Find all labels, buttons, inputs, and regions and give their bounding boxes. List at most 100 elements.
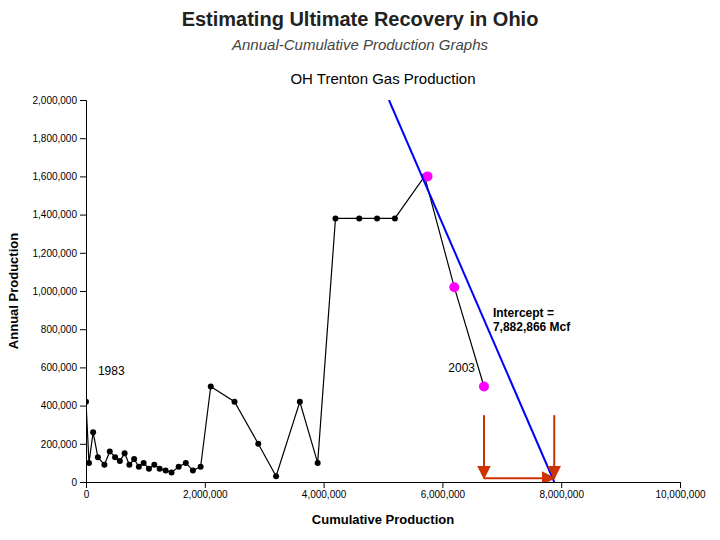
data-point [86,460,92,466]
tick: 10,000,000 [655,482,705,500]
tick-mark [80,215,86,216]
annotation: 1983 [98,364,125,378]
tick: 0 [84,482,90,500]
tick: 2,000,000 [183,482,228,500]
tick: 1,600,000 [33,171,87,182]
tick-mark [80,367,86,368]
data-point [146,466,152,472]
data-point [332,215,338,221]
axis-line [87,483,681,489]
data-point [117,458,123,464]
tick-label: 0 [84,489,90,500]
axis-line [80,101,87,483]
plot-area [86,100,554,482]
data-point [315,460,321,466]
data-point [208,384,214,390]
tick-label: 600,000 [41,362,78,373]
tick-mark [442,482,443,488]
tick-label: 10,000,000 [655,489,705,500]
data-point [157,466,163,472]
tick-label: 1,800,000 [33,133,78,144]
tick-mark [80,444,86,445]
arrow [483,415,485,478]
data-point [107,448,113,454]
tick: 2,000,000 [33,95,87,106]
subtitle: Annual-Cumulative Production Graphs [231,36,488,53]
tick: 200,000 [41,439,86,450]
tick-mark [80,406,86,407]
tick: 1,800,000 [33,133,87,144]
data-point [297,399,303,405]
tick-label: 1,000,000 [33,286,78,297]
data-point [163,468,169,474]
tick-label: 2,000,000 [183,489,228,500]
tick-label: 6,000,000 [421,489,466,500]
tick-mark [80,291,86,292]
data-point [198,464,204,470]
data-point [141,460,147,466]
tick-label: 2,000,000 [33,95,78,106]
tick: 400,000 [41,400,86,411]
tick-mark [80,329,86,330]
data-point [392,215,398,221]
data-point [273,473,279,479]
tick-mark [80,138,86,139]
chart: Estimating Ultimate Recovery in Ohio Annu… [0,0,720,540]
annotation-line: 2003 [448,361,475,375]
data-point [131,456,137,462]
tick-mark [80,176,86,177]
tick-label: 400,000 [41,400,78,411]
y-axis: 0 200,000 400,000 600,000 800,000 1,000,000 1,… [33,95,87,488]
tick-label: 1,600,000 [33,171,78,182]
tick: 1,400,000 [33,209,87,220]
annotation: Intercept =7,882,866 Mcf [493,306,571,334]
chart-title: OH Trenton Gas Production [290,70,475,87]
tick: 600,000 [41,362,86,373]
tick: 4,000,000 [302,482,347,500]
tick-mark [205,482,206,488]
data-point [136,464,142,470]
data-point [479,382,489,392]
series-line [389,100,554,482]
x-axis-title: Cumulative Production [312,512,454,527]
tick-label: 4,000,000 [302,489,347,500]
arrow [553,415,555,478]
tick-mark [324,482,325,488]
data-point [126,462,132,468]
tick-label: 1,200,000 [33,248,78,259]
tick: 1,000,000 [33,286,87,297]
data-point [255,441,261,447]
tick-mark [80,253,86,254]
tick: 800,000 [41,324,86,335]
tick-mark [680,482,681,488]
data-point [190,468,196,474]
tick: 0 [71,477,86,488]
annotation-line: 1983 [98,364,125,378]
data-point [101,462,107,468]
arrow [484,477,554,479]
x-axis: 0 2,000,000 4,000,000 6,000,000 8,000,000 10,… [84,482,706,500]
data-point [232,399,238,405]
data-point [449,282,459,292]
tick-label: 800,000 [41,324,78,335]
data-point [183,460,189,466]
series-line [86,176,484,476]
data-point [356,215,362,221]
y-axis-title: Annual Production [6,233,21,349]
data-point [90,429,96,435]
data-point [169,469,175,475]
tick-mark [561,482,562,488]
tick-label: 1,400,000 [33,209,78,220]
data-point [374,215,380,221]
page-title: Estimating Ultimate Recovery in Ohio [182,8,539,30]
data-point [122,450,128,456]
data-point [176,464,182,470]
tick: 8,000,000 [539,482,584,500]
data-point [112,454,118,460]
tick: 6,000,000 [421,482,466,500]
tick-mark [80,100,86,101]
tick-label: 200,000 [41,439,78,450]
data-point [151,462,157,468]
annotation-line: Intercept = [493,306,554,320]
data-point [86,399,89,405]
